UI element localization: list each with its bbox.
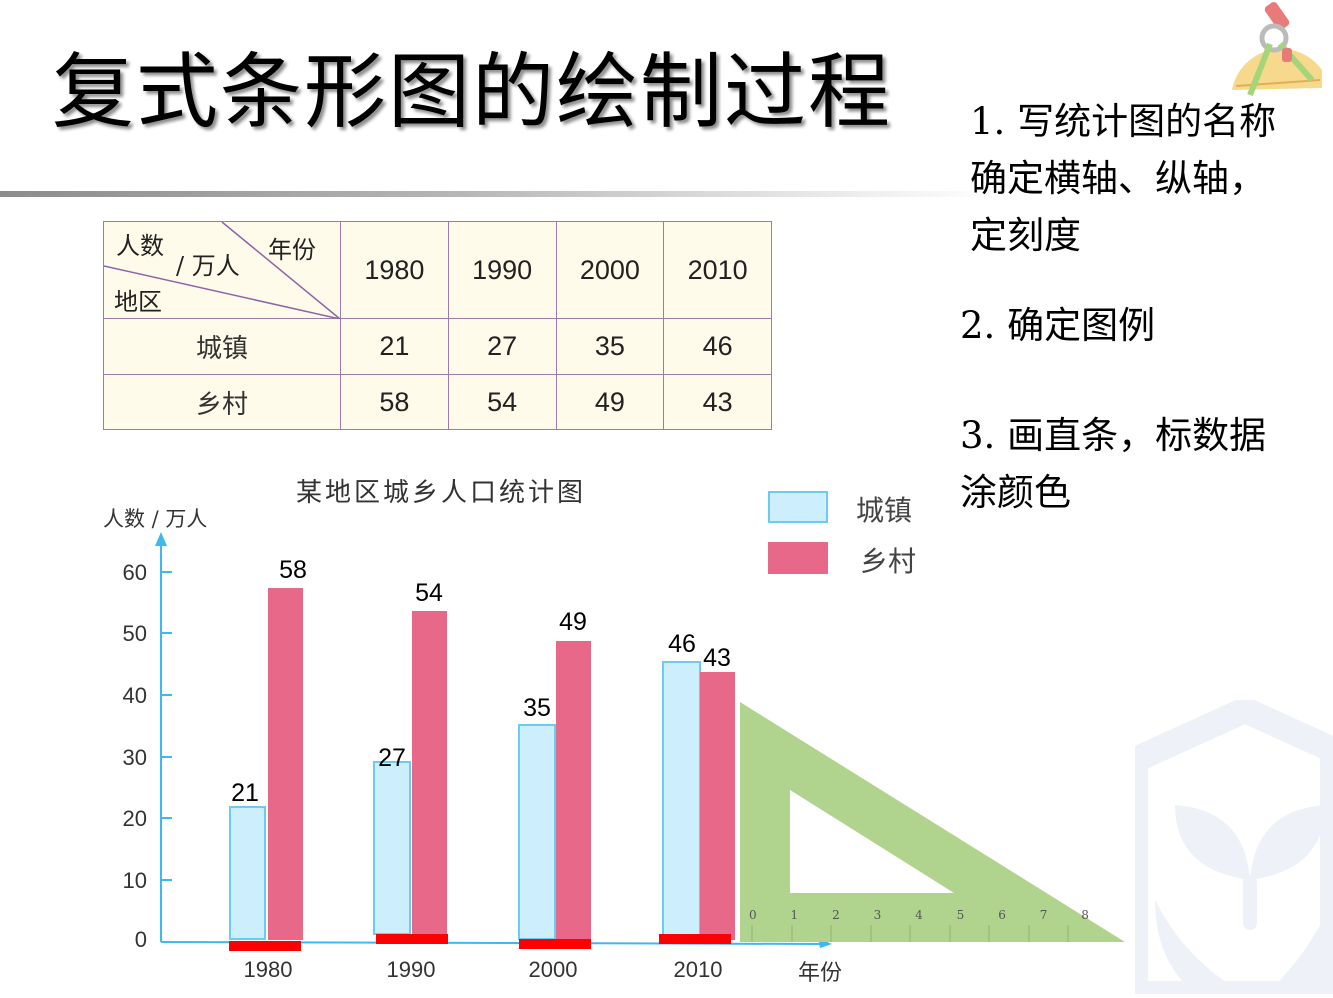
baseline-marker [519, 939, 591, 949]
set-square-ruler-icon[interactable]: 0 1 2 3 4 5 6 7 8 [740, 700, 1130, 945]
step-2-line-1: 2. 确定图例 [960, 304, 1156, 347]
col-header-1980: 1980 [340, 221, 449, 319]
y-tick-60: 60 [122, 560, 147, 585]
step-3-line-2: 涂颜色 [960, 471, 1071, 514]
value-label-urban-1980: 21 [231, 779, 259, 807]
slide-title: 复式条形图的绘制过程 [52, 45, 893, 140]
corner-label-year: 年份 [268, 236, 316, 264]
step-1-line-2: 确定横轴、纵轴， [970, 157, 1266, 200]
baseline-marker [376, 934, 448, 944]
x-tick-2010: 2010 [673, 957, 723, 982]
value-label-rural-2010: 43 [703, 644, 731, 672]
x-tick-1990: 1990 [386, 957, 436, 982]
x-tick-1980: 1980 [243, 957, 293, 982]
bar-rural-1990 [412, 611, 447, 935]
ruler-tick: 8 [1081, 908, 1089, 922]
table-row-rural: 乡村 58 54 49 43 [103, 374, 772, 430]
col-header-1990: 1990 [447, 221, 557, 319]
ruler-scale: 0 1 2 3 4 5 6 7 8 [749, 908, 1089, 922]
value-label-urban-2010: 46 [668, 630, 696, 658]
ruler-tick: 1 [790, 908, 799, 922]
step-2: 2. 确定图例 [960, 297, 1155, 354]
ruler-tick: 3 [873, 908, 882, 922]
step-3-line-1: 3. 画直条，标数据 [960, 414, 1267, 457]
y-tick-0: 0 [134, 927, 147, 952]
ruler-tick: 7 [1039, 908, 1048, 922]
ruler-tick: 0 [749, 908, 757, 922]
legend-label-rural: 乡村 [860, 545, 917, 578]
y-axis-label: 人数 / 万人 [103, 507, 208, 531]
cell: 43 [663, 374, 772, 430]
legend-label-urban: 城镇 [856, 494, 913, 527]
y-tick-30: 30 [122, 745, 147, 770]
y-tick-20: 20 [122, 806, 147, 831]
bar-urban-2000 [518, 724, 556, 940]
cell: 21 [340, 318, 449, 375]
step-1-line-1: 1. 写统计图的名称 [970, 100, 1277, 143]
y-tick-50: 50 [122, 621, 147, 646]
cell: 58 [340, 374, 449, 430]
table-row-urban: 城镇 21 27 35 46 [103, 318, 772, 375]
bar-urban-1990 [373, 761, 411, 935]
table-corner-header: 人数 / 万人 年份 地区 [103, 221, 341, 319]
col-header-2000: 2000 [555, 221, 665, 319]
corner-label-unit: / 万人 [176, 252, 240, 280]
legend-swatch-rural [768, 542, 828, 574]
y-tick-40: 40 [122, 683, 147, 708]
step-3: 3. 画直条，标数据 涂颜色 [960, 407, 1266, 521]
bar-rural-2010 [700, 672, 735, 940]
y-tick-10: 10 [122, 868, 147, 893]
cell: 35 [555, 318, 665, 375]
ruler-tick: 2 [832, 908, 840, 922]
value-label-rural-2000: 49 [559, 608, 587, 636]
baseline-marker [659, 934, 731, 944]
ruler-tick: 6 [998, 908, 1006, 922]
cell: 46 [663, 318, 772, 375]
row-header-rural: 乡村 [103, 374, 341, 430]
value-label-urban-1990: 27 [378, 744, 406, 772]
chart-title: 某地区城乡人口统计图 [296, 478, 587, 508]
population-table: 人数 / 万人 年份 地区 1980 1990 2000 2010 城镇 21 … [103, 221, 772, 430]
ruler-tick: 5 [956, 908, 965, 922]
ruler-tick: 4 [915, 908, 923, 922]
value-label-rural-1980: 58 [279, 556, 307, 584]
baseline-marker [229, 941, 301, 951]
y-axis-arrow-icon [155, 532, 167, 546]
bar-rural-2000 [556, 641, 591, 940]
x-axis-label: 年份 [798, 961, 843, 986]
col-header-2010: 2010 [663, 221, 772, 319]
value-label-urban-2000: 35 [523, 694, 551, 722]
compass-protractor-icon [1222, 0, 1332, 100]
corner-label-count: 人数 [116, 232, 164, 260]
bar-urban-1980 [229, 806, 266, 940]
x-tick-2000: 2000 [528, 957, 578, 982]
diagonal-lines [104, 222, 340, 319]
leaf-hands-logo [1122, 695, 1333, 998]
step-1-line-3: 定刻度 [970, 214, 1081, 257]
cell: 49 [555, 374, 665, 430]
title-divider [0, 191, 1000, 197]
step-1: 1. 写统计图的名称 确定横轴、纵轴， 定刻度 [970, 93, 1276, 264]
bar-urban-2010 [662, 661, 701, 940]
corner-label-region: 地区 [114, 288, 162, 316]
row-header-urban: 城镇 [103, 318, 341, 375]
value-label-rural-1990: 54 [415, 579, 443, 607]
cell: 27 [447, 318, 557, 375]
bar-rural-1980 [268, 588, 303, 940]
legend-swatch-urban [768, 491, 828, 523]
cell: 54 [447, 374, 557, 430]
